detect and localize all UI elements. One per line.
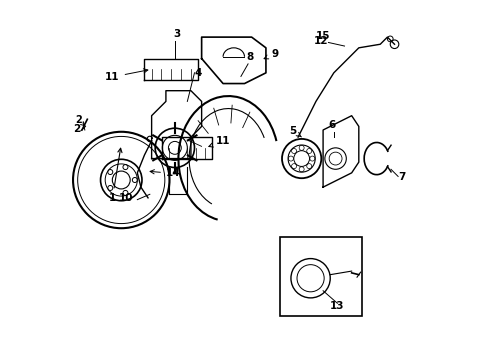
Text: 15: 15 (315, 31, 330, 41)
Text: 14: 14 (150, 168, 180, 179)
Text: 12: 12 (313, 36, 328, 46)
Text: 5: 5 (288, 126, 301, 137)
Text: 10: 10 (119, 193, 134, 203)
Bar (280, 237, 362, 316)
Text: 8: 8 (246, 52, 253, 62)
Text: 2: 2 (75, 115, 85, 126)
Text: 11: 11 (105, 69, 147, 82)
Text: 13: 13 (329, 301, 344, 311)
Text: 6: 6 (328, 120, 335, 130)
Circle shape (389, 40, 398, 49)
Text: 2: 2 (73, 124, 80, 134)
Text: 3: 3 (173, 29, 180, 39)
Text: 11: 11 (208, 136, 230, 147)
Text: 4: 4 (194, 68, 202, 78)
Text: 7: 7 (397, 172, 405, 182)
Text: 9: 9 (264, 49, 278, 59)
Text: 1: 1 (108, 148, 122, 203)
